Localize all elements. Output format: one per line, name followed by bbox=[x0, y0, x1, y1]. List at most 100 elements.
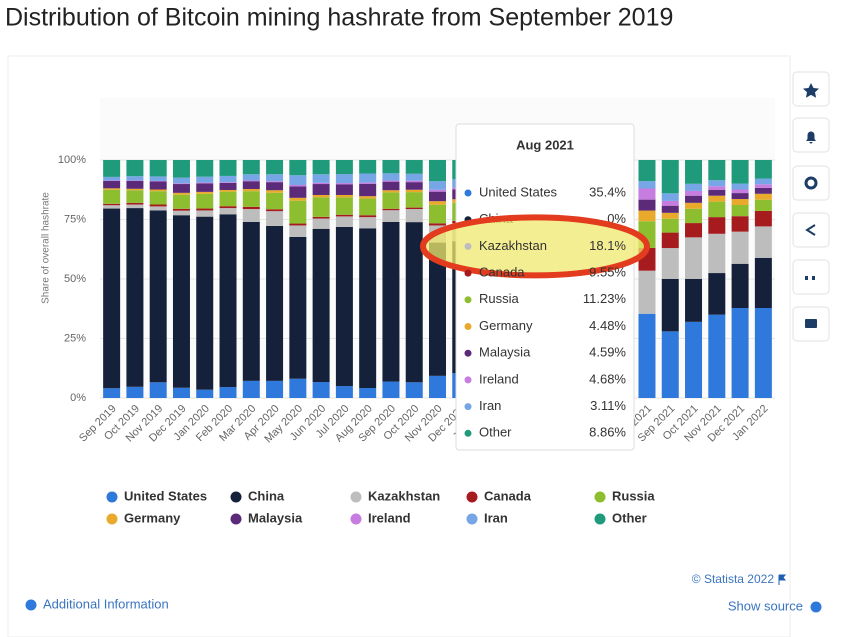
settings-button[interactable] bbox=[792, 165, 830, 201]
bar-segment bbox=[359, 198, 377, 216]
legend-marker bbox=[106, 491, 118, 503]
bar-segment bbox=[196, 176, 214, 183]
bar-segment bbox=[359, 217, 377, 229]
bar-segment bbox=[242, 181, 260, 190]
tooltip-name: Iran bbox=[479, 398, 501, 413]
bar-segment bbox=[266, 225, 284, 381]
tooltip-name: Kazakhstan bbox=[479, 238, 547, 253]
flag-icon bbox=[778, 574, 787, 585]
legend-label: China bbox=[248, 488, 285, 503]
bar-segment bbox=[172, 215, 190, 388]
bar-segment bbox=[731, 199, 749, 205]
bar-segment bbox=[172, 192, 190, 195]
legend-label: Other bbox=[612, 510, 647, 525]
tooltip-marker bbox=[464, 189, 472, 197]
tooltip-marker bbox=[464, 403, 472, 411]
bar-segment bbox=[685, 202, 703, 209]
bar-segment bbox=[685, 183, 703, 191]
bar-segment bbox=[405, 192, 423, 208]
bar-segment bbox=[219, 191, 237, 207]
bar-segment bbox=[312, 216, 330, 219]
legend-label: Germany bbox=[124, 510, 181, 525]
tooltip-value: 4.68% bbox=[589, 371, 626, 386]
bar-segment bbox=[754, 187, 772, 194]
tooltip-name: Malaysia bbox=[479, 345, 531, 360]
show-source[interactable]: Show source bbox=[728, 598, 803, 613]
bar-segment bbox=[405, 209, 423, 223]
bar-segment bbox=[731, 183, 749, 190]
bar-segment bbox=[731, 204, 749, 217]
bar-segment bbox=[196, 183, 214, 192]
legend-marker bbox=[230, 513, 242, 525]
legend-marker bbox=[594, 491, 606, 503]
bar-segment bbox=[429, 242, 446, 376]
bar-segment bbox=[266, 190, 284, 193]
bar-segment bbox=[242, 380, 260, 398]
bar-segment bbox=[685, 223, 703, 238]
bar-segment bbox=[754, 210, 772, 227]
legend-marker bbox=[230, 491, 242, 503]
bar-segment bbox=[266, 380, 284, 398]
bar-segment bbox=[661, 248, 679, 279]
bar-segment bbox=[242, 191, 260, 207]
bar-segment bbox=[126, 386, 144, 398]
bar-segment bbox=[685, 208, 703, 224]
bar-segment bbox=[731, 160, 749, 184]
bar-segment bbox=[126, 188, 144, 191]
bar-segment bbox=[708, 273, 726, 315]
legend-label: Iran bbox=[484, 510, 508, 525]
tooltip-title: Aug 2021 bbox=[516, 137, 574, 152]
bar-segment bbox=[103, 176, 121, 181]
bell-icon bbox=[806, 131, 816, 144]
bar-segment bbox=[731, 216, 749, 232]
bar-segment bbox=[754, 184, 772, 188]
bar-segment bbox=[312, 194, 330, 198]
cite-button[interactable] bbox=[792, 259, 830, 295]
y-tick-label: 25% bbox=[64, 332, 86, 344]
bar-segment bbox=[312, 182, 330, 185]
bar-segment bbox=[149, 181, 167, 190]
side-buttons bbox=[792, 71, 830, 342]
share-button[interactable] bbox=[792, 212, 830, 248]
tooltip-value: 18.1% bbox=[589, 238, 626, 253]
bar-segment bbox=[289, 223, 307, 226]
bar-segment bbox=[382, 180, 400, 182]
bar-segment bbox=[638, 181, 656, 189]
bar-segment bbox=[242, 180, 260, 182]
bar-segment bbox=[685, 279, 703, 322]
bar-segment bbox=[219, 189, 237, 192]
tooltip-value: 3.11% bbox=[590, 398, 626, 413]
bar-segment bbox=[661, 205, 679, 213]
bar-segment bbox=[289, 197, 307, 201]
bar-segment bbox=[126, 204, 144, 209]
bar-segment bbox=[754, 160, 772, 179]
bar-segment bbox=[149, 206, 167, 211]
bar-segment bbox=[289, 225, 307, 237]
bar-segment bbox=[149, 191, 167, 205]
bar-segment bbox=[126, 190, 144, 203]
bar-segment bbox=[708, 160, 726, 181]
bar-segment bbox=[335, 160, 353, 175]
tooltip-name: Germany bbox=[479, 318, 533, 333]
copyright[interactable]: © Statista 2022 bbox=[692, 572, 775, 586]
bar-segment bbox=[731, 263, 749, 309]
bar-segment bbox=[335, 194, 353, 198]
bar-segment bbox=[382, 190, 400, 193]
bar-segment bbox=[359, 228, 377, 389]
bar-segment bbox=[685, 160, 703, 184]
y-tick-label: 75% bbox=[64, 213, 86, 225]
bar-segment bbox=[312, 197, 330, 217]
bar-segment bbox=[335, 386, 353, 398]
bar-segment bbox=[708, 201, 726, 218]
bar-segment bbox=[429, 201, 446, 205]
additional-info[interactable]: Additional Information bbox=[43, 596, 169, 611]
bar-segment bbox=[219, 160, 237, 176]
bar-segment bbox=[335, 216, 353, 227]
bar-segment bbox=[359, 215, 377, 218]
bar-segment bbox=[219, 214, 237, 388]
bar-segment bbox=[149, 382, 167, 398]
bar-segment bbox=[405, 382, 423, 398]
bar-segment bbox=[731, 308, 749, 398]
bar-segment bbox=[219, 182, 237, 183]
